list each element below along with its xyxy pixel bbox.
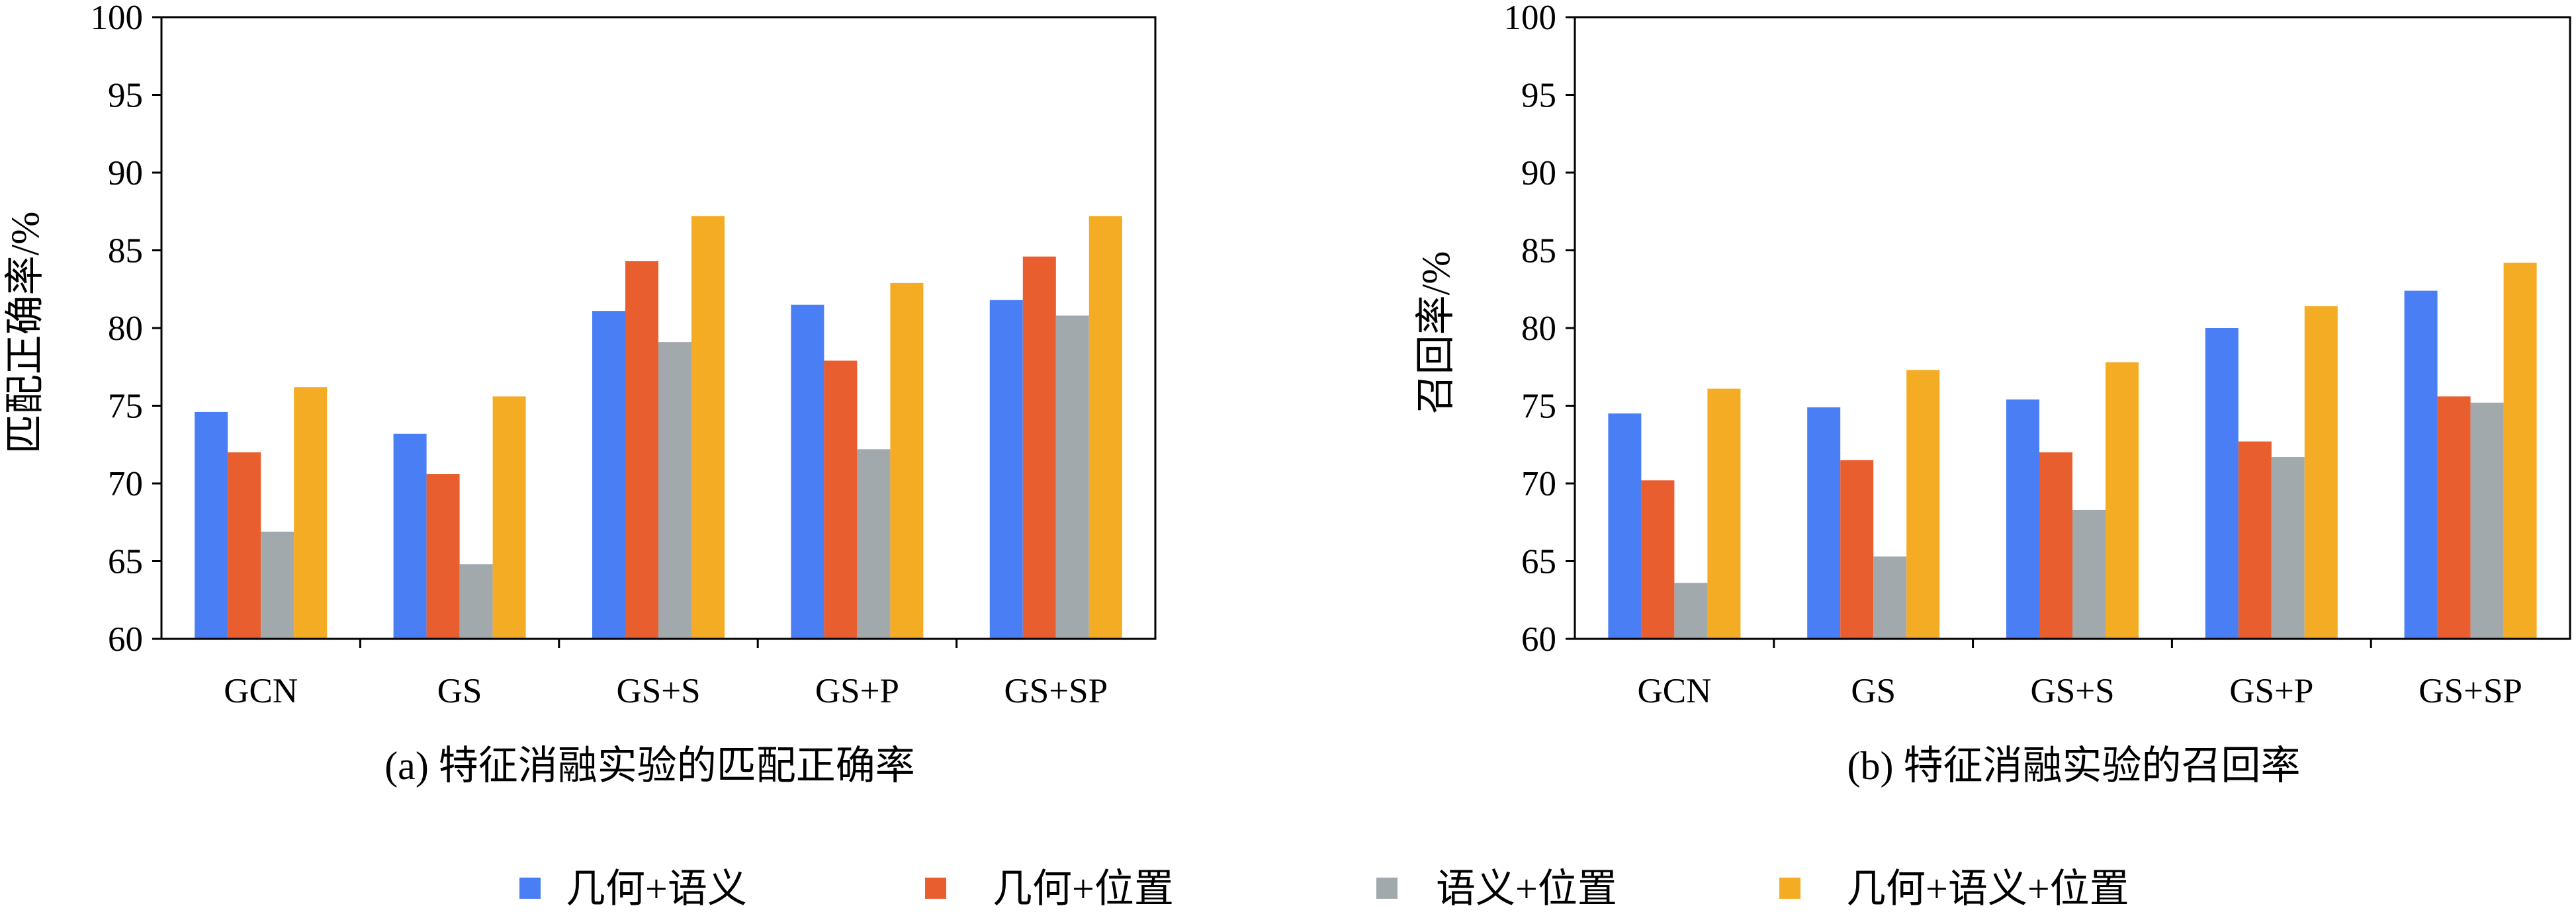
- chart-b: 60 65 70 75 80 85 90 95 100 GCN GS GS+S GS+P GS+SP 召回率…: [1414, 0, 2571, 788]
- bar: [1608, 413, 1642, 639]
- bar: [492, 396, 526, 639]
- x-tick-label: GS+SP: [1004, 672, 1108, 710]
- bar: [625, 261, 658, 639]
- bar: [228, 452, 261, 639]
- y-tick-label: 95: [108, 77, 143, 115]
- y-tick-label: 100: [91, 0, 144, 37]
- plot-frame: [1574, 16, 2571, 640]
- bar: [2404, 290, 2438, 640]
- chart-caption: (b) 特征消融实验的召回率: [1847, 744, 2301, 788]
- bar: [261, 531, 294, 639]
- y-tick-label: 80: [108, 310, 143, 348]
- bar: [791, 304, 824, 639]
- bar: [691, 216, 725, 639]
- y-tick-label: 100: [1504, 0, 1557, 37]
- y-tick-label: 65: [1521, 543, 1556, 581]
- bar: [989, 300, 1023, 639]
- bar: [2039, 452, 2072, 639]
- bar: [1088, 216, 1122, 639]
- bar: [1674, 583, 1708, 639]
- bar: [2304, 306, 2338, 639]
- x-tick-label: GS+S: [616, 672, 700, 710]
- bar: [824, 360, 858, 639]
- bar: [2238, 441, 2272, 639]
- legend-label: 几何+语义+位置: [1846, 867, 2129, 911]
- bar: [2470, 402, 2504, 639]
- x-tick-label: GS+P: [815, 672, 899, 710]
- bar: [1707, 388, 1741, 639]
- legend-swatch: [519, 878, 541, 899]
- y-tick-label: 80: [1521, 310, 1556, 348]
- y-tick-label: 60: [1521, 620, 1556, 659]
- x-tick-label: GS: [437, 672, 482, 710]
- legend-label: 语义+位置: [1436, 867, 1617, 911]
- y-tick-label: 65: [108, 543, 143, 581]
- y-axis-label: 召回率/%: [1414, 251, 1458, 415]
- bar: [1873, 556, 1907, 639]
- bar: [1840, 460, 1874, 639]
- y-axis-label: 匹配正确率/%: [3, 212, 47, 454]
- bar: [658, 342, 691, 639]
- x-tick-label: GS+SP: [2419, 672, 2522, 710]
- y-tick-label: 70: [108, 465, 143, 503]
- bar: [2271, 457, 2305, 639]
- bar: [426, 474, 460, 639]
- bar: [2205, 328, 2239, 639]
- bar: [459, 564, 493, 639]
- chart-caption: (a) 特征消融实验的匹配正确率: [384, 744, 915, 788]
- x-tick-label: GCN: [1637, 672, 1711, 710]
- y-tick-label: 60: [108, 620, 143, 659]
- y-tick-label: 95: [1521, 77, 1556, 115]
- bar: [2006, 399, 2039, 639]
- bar: [1022, 256, 1056, 639]
- bar: [393, 433, 427, 639]
- plot-frame: [160, 16, 1157, 640]
- chart-a: 60 65 70 75 80 85 90 95 100 GCN GS GS+S GS+P GS+SP 匹配正…: [3, 0, 1157, 788]
- bar: [890, 282, 924, 640]
- y-tick-label: 85: [108, 232, 143, 270]
- legend: 几何+语义 几何+位置 语义+位置 几何+语义+位置: [519, 867, 2129, 911]
- y-tick-label: 75: [108, 388, 143, 426]
- y-tick-label: 75: [1521, 388, 1556, 426]
- bar: [2072, 509, 2106, 639]
- bar: [2437, 396, 2471, 639]
- bar: [1641, 480, 1675, 639]
- x-tick-label: GS+S: [2030, 672, 2114, 710]
- x-tick-label: GS+P: [2229, 672, 2313, 710]
- y-tick-label: 85: [1521, 232, 1556, 270]
- y-tick-label: 90: [1521, 154, 1556, 192]
- bar: [1906, 370, 1940, 639]
- x-tick-label: GCN: [224, 672, 298, 710]
- bar: [592, 311, 625, 639]
- legend-label: 几何+位置: [993, 867, 1174, 911]
- y-tick-label: 70: [1521, 465, 1556, 503]
- legend-swatch: [1376, 878, 1398, 899]
- legend-swatch: [1779, 878, 1800, 899]
- bar: [1807, 407, 1841, 639]
- bar: [2106, 362, 2139, 639]
- x-tick-label: GS: [1851, 672, 1896, 710]
- bar: [294, 387, 328, 639]
- bar: [2503, 263, 2537, 639]
- bar: [195, 411, 228, 639]
- y-tick-label: 90: [108, 154, 143, 192]
- legend-label: 几何+语义: [566, 867, 747, 911]
- legend-swatch: [925, 878, 946, 899]
- bar: [1055, 315, 1089, 639]
- bar: [857, 449, 891, 639]
